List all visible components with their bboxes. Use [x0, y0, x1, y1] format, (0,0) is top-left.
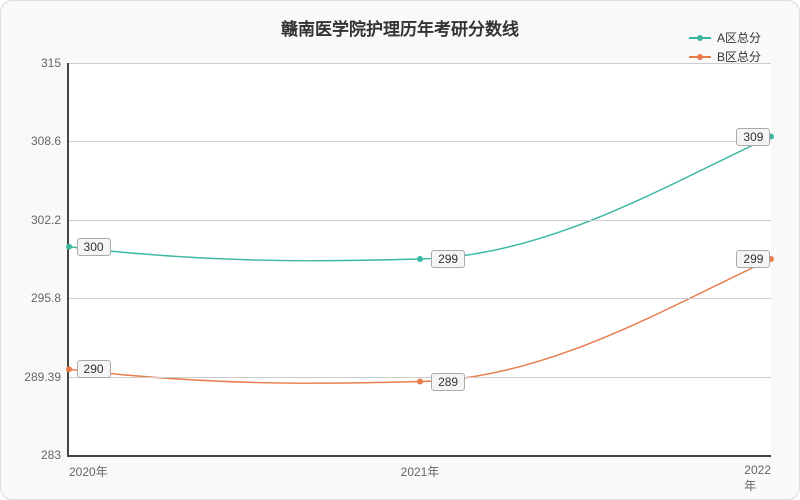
- series-line: [69, 259, 771, 383]
- legend-item-a: A区总分: [689, 29, 761, 46]
- data-label: 300: [77, 238, 111, 256]
- chart-title: 赣南医学院护理历年考研分数线: [281, 15, 519, 40]
- data-label: 290: [77, 360, 111, 378]
- plot-area: 283289.39295.8302.2308.63152020年2021年202…: [67, 63, 771, 457]
- legend: A区总分 B区总分: [689, 29, 761, 67]
- data-label: 299: [431, 250, 465, 268]
- grid-line: [69, 377, 771, 378]
- y-tick-label: 283: [41, 448, 69, 462]
- series-line: [69, 137, 771, 261]
- y-tick-label: 295.8: [31, 291, 69, 305]
- grid-line: [69, 220, 771, 221]
- legend-marker-a: [689, 37, 711, 39]
- chart-container: 赣南医学院护理历年考研分数线 A区总分 B区总分 283289.39295.83…: [0, 0, 800, 500]
- data-point: [417, 256, 423, 262]
- grid-line: [69, 63, 771, 64]
- data-label: 299: [736, 250, 770, 268]
- grid-line: [69, 141, 771, 142]
- data-label: 309: [736, 128, 770, 146]
- x-tick-label: 2020年: [69, 455, 108, 480]
- legend-label-a: A区总分: [717, 29, 761, 46]
- data-point: [66, 244, 72, 250]
- x-tick-label: 2022年: [744, 455, 771, 494]
- chart-svg: [69, 63, 771, 455]
- x-tick-label: 2021年: [401, 455, 440, 480]
- y-tick-label: 289.39: [24, 370, 69, 384]
- legend-marker-b: [689, 56, 711, 58]
- y-tick-label: 315: [41, 56, 69, 70]
- y-tick-label: 308.6: [31, 134, 69, 148]
- grid-line: [69, 298, 771, 299]
- y-tick-label: 302.2: [31, 213, 69, 227]
- data-label: 289: [431, 373, 465, 391]
- data-point: [417, 379, 423, 385]
